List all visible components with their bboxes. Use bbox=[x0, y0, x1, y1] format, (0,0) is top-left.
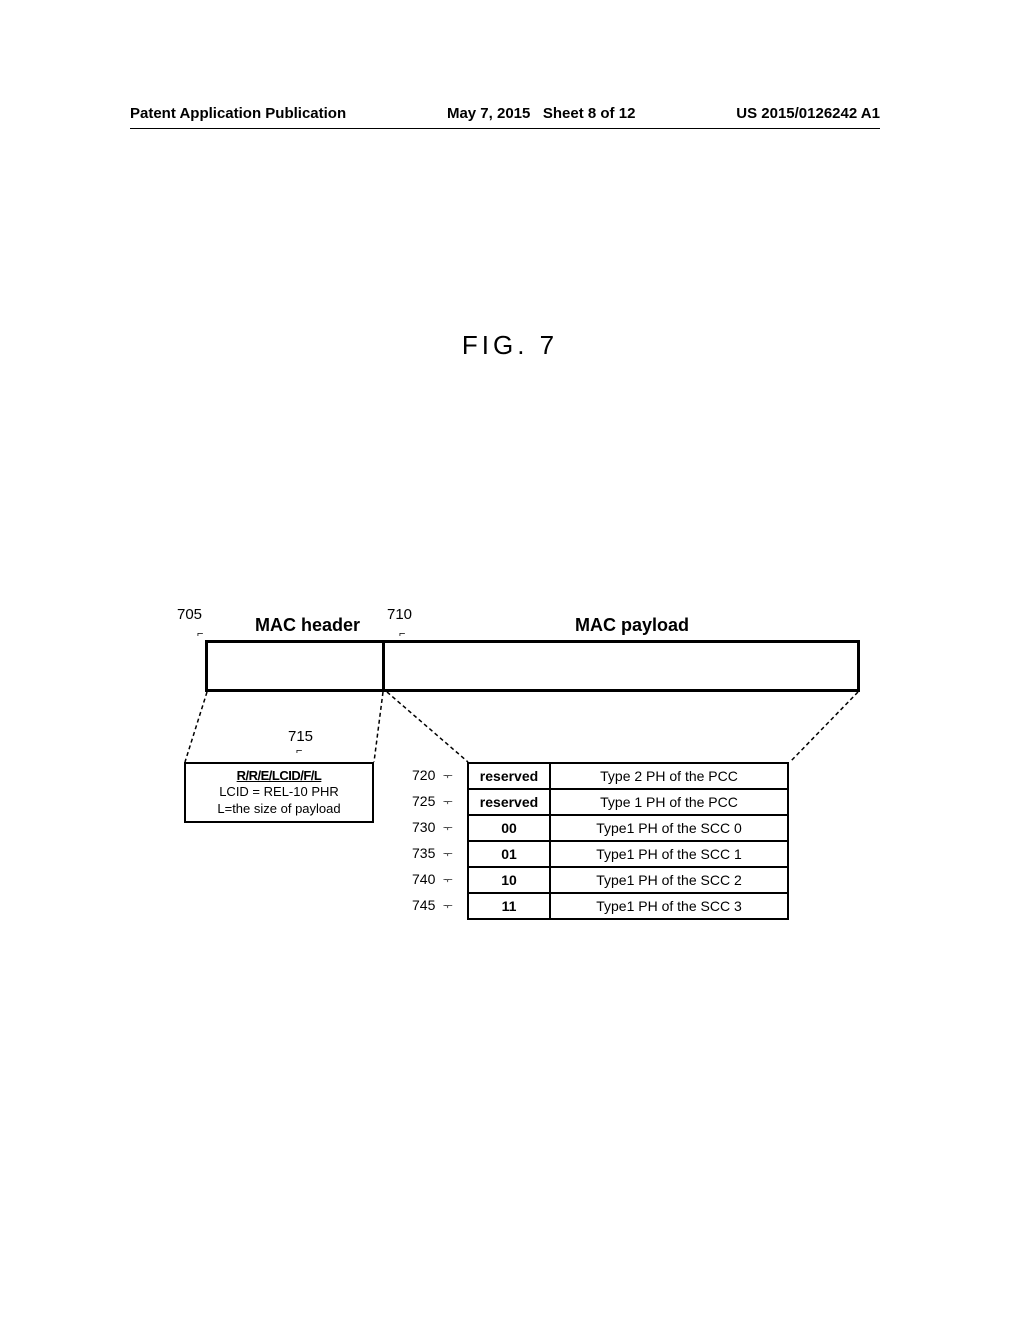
mac-header-box bbox=[205, 640, 385, 692]
detail-line2: LCID = REL-10 PHR bbox=[188, 784, 370, 800]
header-center: May 7, 2015 Sheet 8 of 12 bbox=[447, 105, 635, 122]
payload-row: 11Type1 PH of the SCC 3 bbox=[468, 893, 788, 919]
payload-desc-cell: Type1 PH of the SCC 1 bbox=[550, 841, 788, 867]
mac-subheader-detail: R/R/E/LCID/F/L LCID = REL-10 PHR L=the s… bbox=[184, 762, 374, 823]
payload-breakdown-table: reservedType 2 PH of the PCCreservedType… bbox=[467, 762, 789, 920]
payload-desc-cell: Type 2 PH of the PCC bbox=[550, 763, 788, 789]
row-tick: ~⌐ bbox=[443, 797, 451, 808]
row-tick: ~⌐ bbox=[443, 849, 451, 860]
mac-payload-label: MAC payload bbox=[575, 615, 689, 636]
tick-705: ⌐ bbox=[197, 628, 203, 640]
tick-715: ⌐ bbox=[296, 745, 302, 757]
ref-710: 710 bbox=[387, 606, 412, 623]
detail-line1: R/R/E/LCID/F/L bbox=[188, 768, 370, 784]
payload-bits-cell: 11 bbox=[468, 893, 550, 919]
header-left: Patent Application Publication bbox=[130, 105, 346, 122]
row-tick: ~⌐ bbox=[443, 875, 451, 886]
row-ref-730: 730 bbox=[412, 819, 435, 835]
row-tick: ~⌐ bbox=[443, 771, 451, 782]
row-tick: ~⌐ bbox=[443, 823, 451, 834]
payload-desc-cell: Type1 PH of the SCC 3 bbox=[550, 893, 788, 919]
mac-header-label: MAC header bbox=[255, 615, 360, 636]
payload-row: reservedType 2 PH of the PCC bbox=[468, 763, 788, 789]
row-ref-725: 725 bbox=[412, 793, 435, 809]
payload-row: 10Type1 PH of the SCC 2 bbox=[468, 867, 788, 893]
payload-bits-cell: reserved bbox=[468, 789, 550, 815]
page-header: Patent Application Publication May 7, 20… bbox=[130, 105, 880, 122]
header-rule bbox=[130, 128, 880, 129]
payload-desc-cell: Type1 PH of the SCC 0 bbox=[550, 815, 788, 841]
payload-bits-cell: 01 bbox=[468, 841, 550, 867]
row-ref-735: 735 bbox=[412, 845, 435, 861]
ref-715: 715 bbox=[288, 728, 313, 745]
ref-705: 705 bbox=[177, 606, 202, 623]
header-right: US 2015/0126242 A1 bbox=[736, 105, 880, 122]
payload-desc-cell: Type1 PH of the SCC 2 bbox=[550, 867, 788, 893]
payload-row: reservedType 1 PH of the PCC bbox=[468, 789, 788, 815]
payload-desc-cell: Type 1 PH of the PCC bbox=[550, 789, 788, 815]
row-tick: ~⌐ bbox=[443, 901, 451, 912]
payload-bits-cell: reserved bbox=[468, 763, 550, 789]
figure-title: FIG. 7 bbox=[0, 330, 1020, 361]
payload-row: 01Type1 PH of the SCC 1 bbox=[468, 841, 788, 867]
payload-bits-cell: 00 bbox=[468, 815, 550, 841]
payload-bits-cell: 10 bbox=[468, 867, 550, 893]
row-ref-740: 740 bbox=[412, 871, 435, 887]
row-ref-720: 720 bbox=[412, 767, 435, 783]
payload-row: 00Type1 PH of the SCC 0 bbox=[468, 815, 788, 841]
mac-payload-box bbox=[385, 640, 860, 692]
row-ref-745: 745 bbox=[412, 897, 435, 913]
tick-710: ⌐ bbox=[399, 628, 405, 640]
detail-line3: L=the size of payload bbox=[188, 801, 370, 817]
